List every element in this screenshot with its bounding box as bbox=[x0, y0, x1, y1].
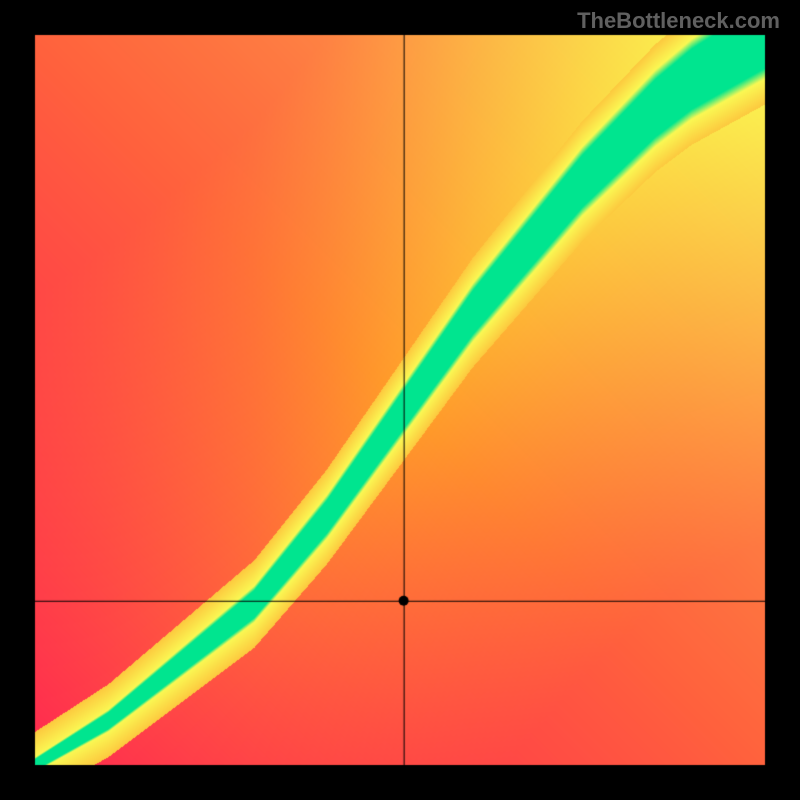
bottleneck-heatmap bbox=[0, 0, 800, 800]
chart-container: TheBottleneck.com bbox=[0, 0, 800, 800]
watermark-text: TheBottleneck.com bbox=[577, 8, 780, 34]
